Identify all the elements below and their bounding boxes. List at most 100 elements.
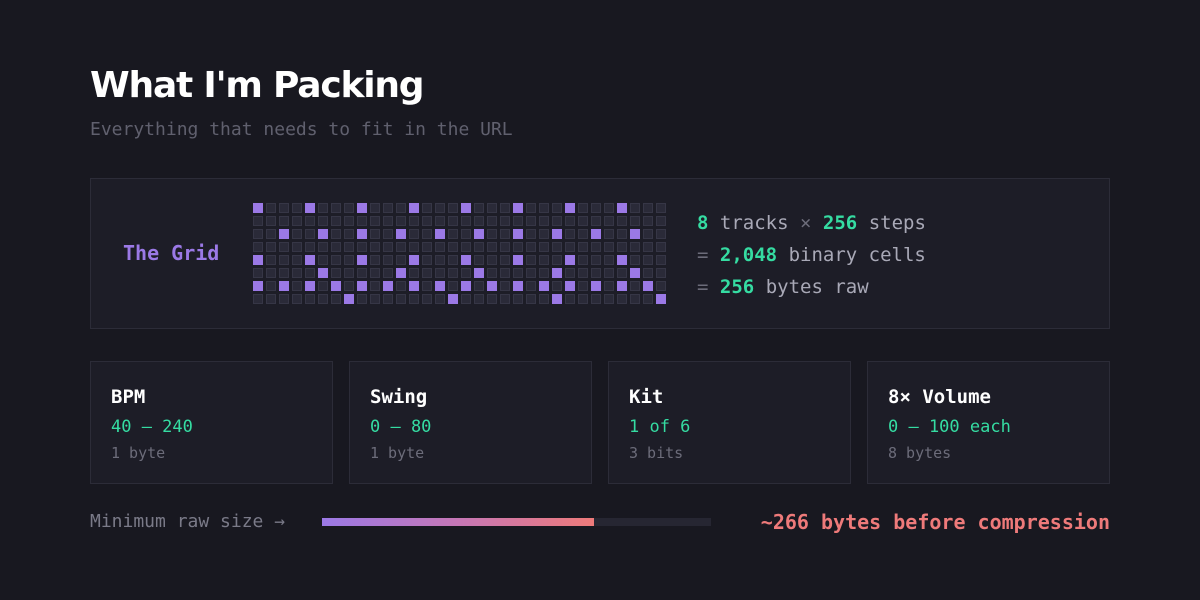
grid-cell-off: [656, 216, 666, 226]
grid-cell-off: [617, 229, 627, 239]
grid-cell-on: [643, 281, 653, 291]
grid-cell-on: [617, 203, 627, 213]
grid-cell-off: [253, 216, 263, 226]
grid-cell-off: [617, 242, 627, 252]
grid-cell-off: [448, 242, 458, 252]
bytes-count: 256: [719, 276, 755, 298]
grid-cell-off: [500, 242, 510, 252]
grid-cell-off: [396, 242, 406, 252]
grid-cell-off: [526, 242, 536, 252]
grid-cell-off: [435, 255, 445, 265]
grid-cell-on: [656, 294, 666, 304]
grid-cell-off: [513, 294, 523, 304]
bytes-label: bytes raw: [765, 276, 869, 298]
grid-cell-off: [539, 242, 549, 252]
cells-count: 2,048: [719, 244, 778, 266]
stat-line-bytes: = 256 bytes raw: [697, 271, 926, 303]
grid-cell-off: [656, 268, 666, 278]
grid-cell-on: [305, 203, 315, 213]
grid-cell-off: [552, 281, 562, 291]
grid-cell-off: [292, 268, 302, 278]
grid-cell-off: [279, 294, 289, 304]
grid-cell-off: [383, 242, 393, 252]
grid-cell-off: [422, 229, 432, 239]
grid-cell-on: [396, 268, 406, 278]
grid-cell-off: [539, 255, 549, 265]
grid-cell-off: [331, 242, 341, 252]
param-range: 0 – 100 each: [888, 417, 1011, 437]
grid-cell-off: [383, 255, 393, 265]
grid-cell-off: [656, 242, 666, 252]
grid-cell-off: [630, 216, 640, 226]
grid-cell-on: [357, 255, 367, 265]
grid-cell-off: [292, 255, 302, 265]
grid-cell-off: [409, 294, 419, 304]
grid-cell-on: [591, 281, 601, 291]
tracks-label: tracks: [719, 212, 789, 234]
grid-cell-off: [370, 242, 380, 252]
grid-cell-off: [461, 242, 471, 252]
cells-label: binary cells: [788, 244, 926, 266]
grid-cell-off: [422, 242, 432, 252]
times-sign: ×: [800, 212, 812, 234]
grid-cell-off: [370, 268, 380, 278]
grid-cell-off: [253, 242, 263, 252]
grid-cell-off: [357, 216, 367, 226]
grid-cell-off: [344, 216, 354, 226]
param-range: 1 of 6: [629, 417, 691, 437]
grid-cell-off: [578, 294, 588, 304]
param-card-bpm: BPM 40 – 240 1 byte: [90, 361, 333, 484]
grid-cell-off: [656, 203, 666, 213]
param-size: 8 bytes: [888, 444, 952, 462]
grid-cell-off: [578, 255, 588, 265]
grid-cell-on: [279, 229, 289, 239]
grid-cell-off: [331, 255, 341, 265]
grid-cell-on: [513, 281, 523, 291]
param-range: 0 – 80: [370, 417, 432, 437]
grid-cell-on: [305, 255, 315, 265]
grid-cell-off: [552, 255, 562, 265]
grid-cell-on: [513, 203, 523, 213]
grid-cell-off: [591, 216, 601, 226]
grid-cell-off: [526, 281, 536, 291]
grid-cell-on: [331, 281, 341, 291]
grid-cell-off: [526, 294, 536, 304]
grid-cell-off: [318, 216, 328, 226]
grid-cell-off: [383, 229, 393, 239]
grid-cell-off: [422, 294, 432, 304]
grid-cell-on: [630, 229, 640, 239]
grid-cell-on: [591, 229, 601, 239]
grid-cell-off: [279, 216, 289, 226]
grid-cell-on: [513, 229, 523, 239]
grid-stats: 8 tracks × 256 steps = 2,048 binary cell…: [697, 207, 926, 303]
grid-cell-off: [487, 255, 497, 265]
grid-cell-off: [435, 268, 445, 278]
grid-cell-off: [500, 255, 510, 265]
grid-cell-on: [279, 281, 289, 291]
param-size: 1 byte: [370, 444, 425, 462]
grid-label: The Grid: [123, 241, 220, 265]
grid-cell-on: [565, 203, 575, 213]
param-card-volume: 8× Volume 0 – 100 each 8 bytes: [867, 361, 1110, 484]
grid-cell-on: [305, 281, 315, 291]
grid-cell-off: [526, 216, 536, 226]
grid-cell-on: [357, 229, 367, 239]
grid-cell-on: [474, 268, 484, 278]
grid-cell-off: [279, 268, 289, 278]
grid-cell-off: [344, 203, 354, 213]
grid-cell-on: [396, 229, 406, 239]
grid-cell-on: [630, 268, 640, 278]
grid-cell-off: [318, 203, 328, 213]
grid-cell-on: [461, 255, 471, 265]
page-title: What I'm Packing: [90, 65, 425, 106]
grid-cell-off: [630, 294, 640, 304]
grid-cell-off: [370, 255, 380, 265]
grid-cell-off: [539, 229, 549, 239]
grid-cell-off: [526, 268, 536, 278]
grid-cell-on: [617, 255, 627, 265]
grid-cell-off: [409, 216, 419, 226]
grid-cell-off: [292, 281, 302, 291]
grid-cell-off: [630, 255, 640, 265]
grid-cell-off: [591, 268, 601, 278]
grid-cell-off: [266, 268, 276, 278]
